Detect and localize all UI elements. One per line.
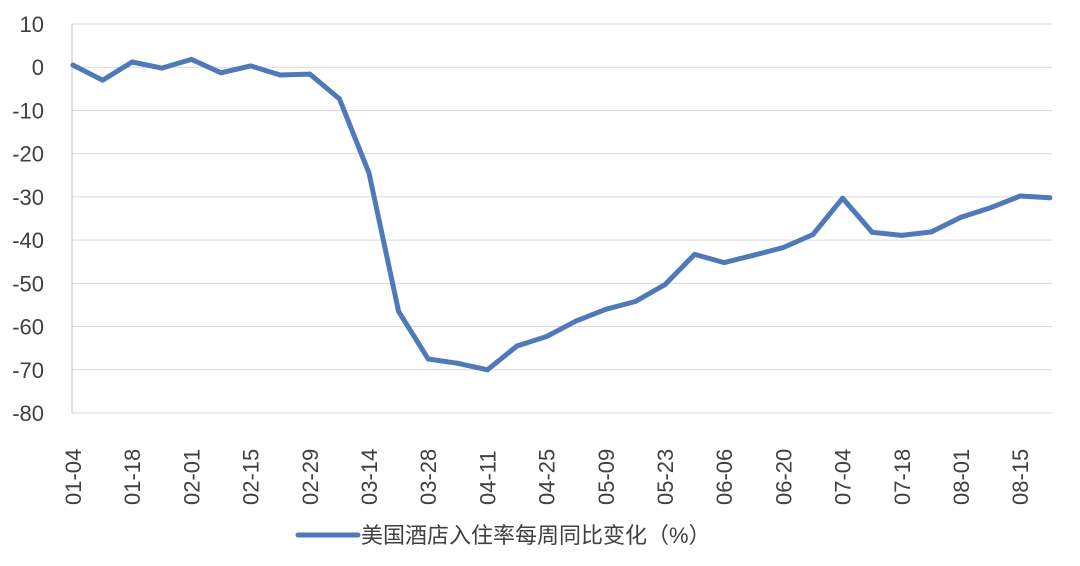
x-tick-label: 03-28: [416, 449, 441, 505]
x-tick-label: 04-25: [535, 449, 560, 505]
y-axis-ticks: 10 0 -10 -20 -30 -40 -50 -60 -70 -80: [12, 12, 44, 426]
x-tick-label: 02-01: [179, 449, 204, 505]
x-tick-label: 08-01: [949, 449, 974, 505]
data-point: [869, 229, 875, 235]
data-point: [928, 229, 934, 235]
x-tick-label: 07-18: [890, 449, 915, 505]
x-tick-label: 07-04: [831, 449, 856, 505]
data-point: [988, 205, 994, 211]
y-tick-label: -80: [12, 401, 44, 426]
x-tick-label: 02-29: [298, 449, 323, 505]
data-point: [1017, 193, 1023, 199]
x-tick-label: 06-06: [712, 449, 737, 505]
data-point: [514, 343, 520, 349]
data-point: [603, 306, 609, 312]
x-tick-label: 01-04: [61, 449, 86, 505]
series-layer: [70, 56, 1053, 373]
data-point: [1047, 195, 1053, 201]
data-point: [721, 260, 727, 266]
series-line: [70, 56, 1053, 373]
x-tick-label: 08-15: [1008, 449, 1033, 505]
x-tick-label: 05-09: [594, 449, 619, 505]
y-tick-label: -50: [12, 271, 44, 296]
data-point: [248, 63, 254, 69]
data-point: [100, 77, 106, 83]
y-tick-label: -60: [12, 315, 44, 340]
y-tick-label: -30: [12, 185, 44, 210]
y-tick-label: 0: [32, 55, 44, 80]
data-point: [632, 299, 638, 304]
data-point: [544, 334, 550, 339]
data-point: [484, 367, 490, 373]
x-tick-label: 06-20: [771, 449, 796, 505]
grid-layer: [72, 23, 1052, 414]
data-point: [692, 251, 698, 257]
x-tick-label: 05-23: [653, 449, 678, 505]
data-point: [810, 232, 816, 237]
data-point: [307, 71, 313, 77]
data-point: [958, 214, 964, 220]
data-point: [218, 70, 224, 76]
data-point: [840, 195, 846, 201]
data-point: [899, 232, 905, 238]
x-tick-label: 04-11: [475, 450, 500, 505]
x-axis-ticks: 01-04 01-18 02-01 02-15 02-29 03-14 03-28 04-11…: [61, 449, 1033, 505]
x-tick-label: 01-18: [120, 449, 145, 505]
y-tick-label: -40: [12, 228, 44, 253]
data-point: [573, 318, 579, 324]
y-tick-label: -70: [12, 358, 44, 383]
data-point: [751, 252, 757, 258]
legend: 美国酒店入住率每周同比变化（%）: [295, 523, 711, 548]
data-point: [159, 65, 165, 71]
data-point: [336, 96, 342, 102]
data-point: [780, 245, 786, 250]
data-point: [396, 308, 402, 314]
data-point: [129, 59, 135, 65]
data-point: [425, 356, 431, 362]
y-tick-label: 10: [20, 12, 44, 37]
data-point: [366, 170, 372, 176]
x-tick-label: 03-14: [357, 449, 382, 505]
data-point: [188, 56, 194, 62]
legend-label: 美国酒店入住率每周同比变化（%）: [361, 523, 711, 548]
x-tick-label: 02-15: [239, 449, 264, 505]
data-point: [662, 282, 668, 288]
y-tick-label: -20: [12, 142, 44, 167]
data-point: [455, 360, 461, 366]
y-tick-label: -10: [12, 98, 44, 123]
data-point: [70, 62, 76, 68]
data-point: [277, 72, 283, 78]
